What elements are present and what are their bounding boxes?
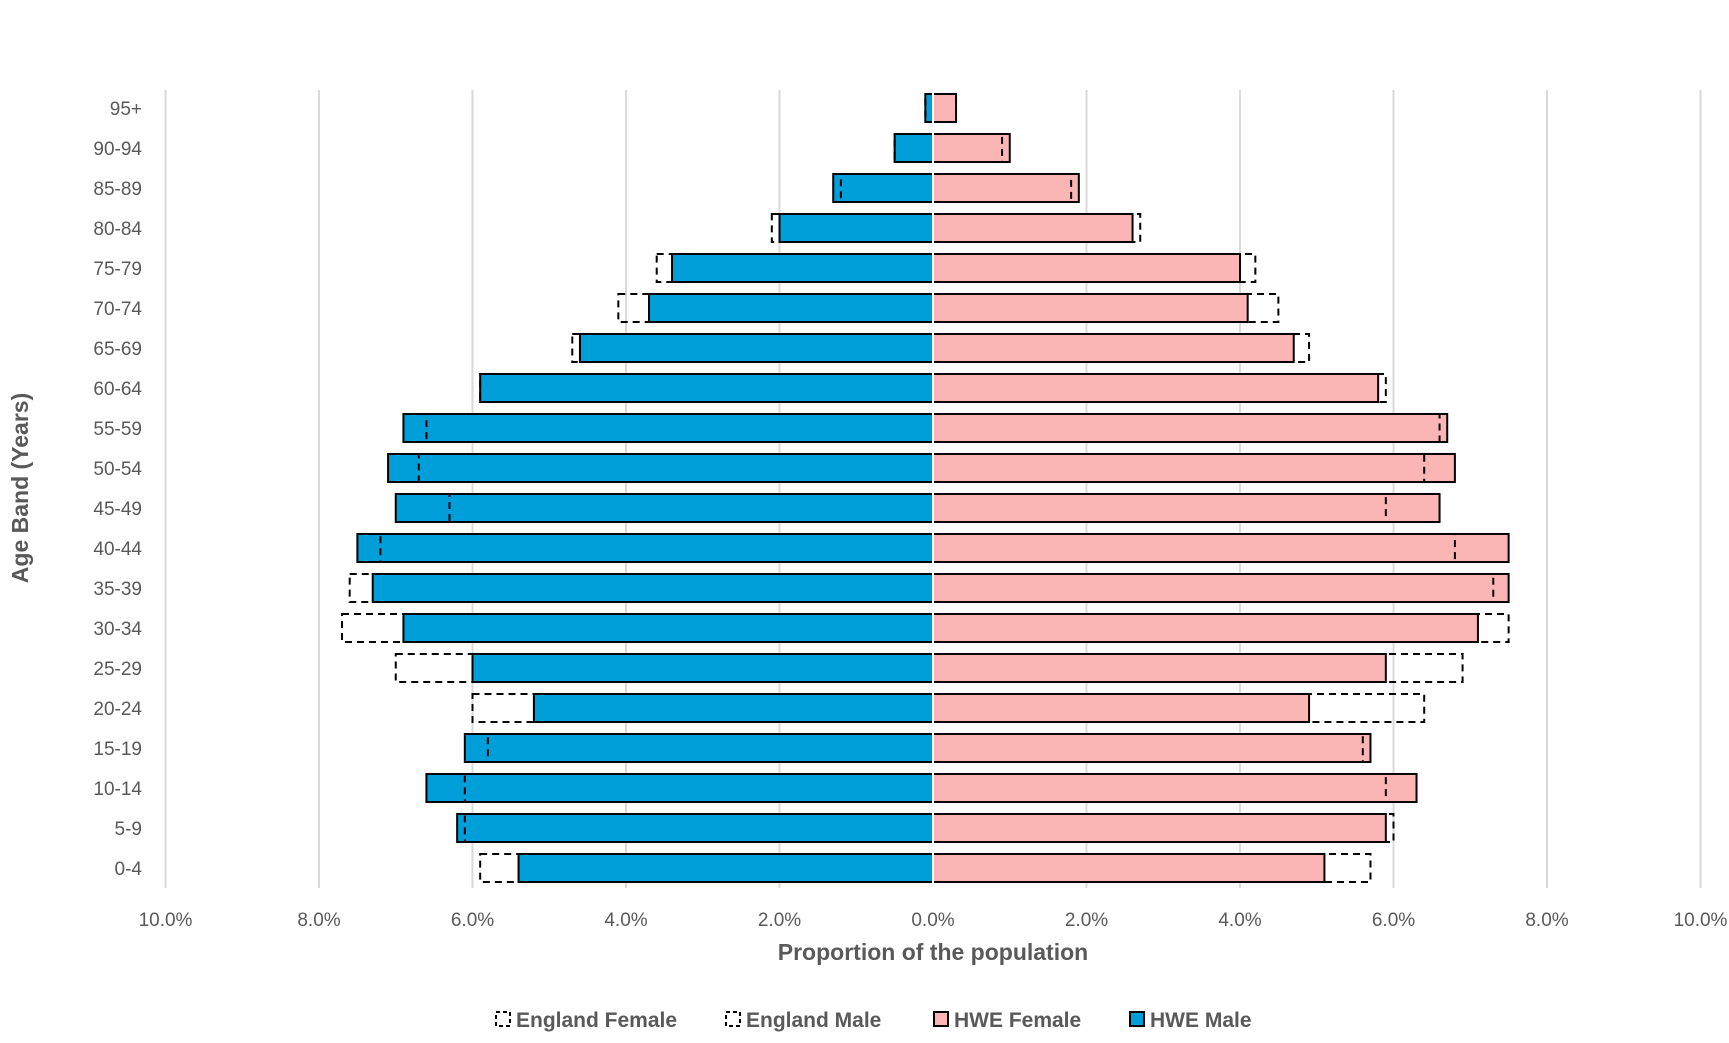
bar-england-female <box>932 413 1441 443</box>
x-tick-label: 8.0% <box>1525 910 1568 931</box>
y-tick-label: 90-94 <box>93 139 142 160</box>
x-tick-label: 0.0% <box>911 910 954 931</box>
legend-item: HWE Female <box>933 1009 1081 1032</box>
bar-hwe-female <box>932 653 1387 683</box>
y-tick-label: 45-49 <box>93 499 142 520</box>
bar-england-female <box>932 573 1495 603</box>
y-tick-label: 15-19 <box>93 739 142 760</box>
y-tick-label: 75-79 <box>93 259 142 280</box>
y-axis-title: Age Band (Years) <box>7 393 33 583</box>
x-tick-label: 2.0% <box>1065 910 1108 931</box>
y-tick-label: 70-74 <box>93 299 142 320</box>
bar-hwe-female <box>932 853 1326 883</box>
y-tick-label: 35-39 <box>93 579 142 600</box>
legend-swatch <box>725 1011 741 1027</box>
bar-hwe-male <box>479 373 934 403</box>
bar-hwe-male <box>463 733 934 763</box>
legend-item: England Male <box>725 1009 881 1032</box>
legend-item: HWE Male <box>1129 1009 1252 1032</box>
bar-hwe-female <box>932 613 1479 643</box>
bar-hwe-female <box>932 453 1456 483</box>
bar-hwe-female <box>932 133 1011 163</box>
bar-hwe-female <box>932 813 1387 843</box>
bars <box>341 90 1510 888</box>
bar-england-male <box>348 573 934 603</box>
legend-swatch <box>933 1011 949 1027</box>
bar-hwe-female <box>932 293 1249 323</box>
y-axis-tick-labels: 0-4 5-9 10-14 15-19 20-24 25-29 30-34 35-39 40-4… <box>93 99 142 880</box>
bar-hwe-female <box>932 373 1380 403</box>
bar-hwe-male <box>893 133 934 163</box>
bar-hwe-female <box>932 213 1134 243</box>
bar-england-female <box>932 653 1464 683</box>
bar-hwe-female <box>932 733 1372 763</box>
x-tick-label: 4.0% <box>1218 910 1261 931</box>
bar-hwe-male <box>471 653 934 683</box>
y-tick-label: 25-29 <box>93 659 142 680</box>
bar-hwe-male <box>671 253 934 283</box>
legend-item: England Female <box>495 1009 677 1032</box>
legend-label: HWE Female <box>954 1009 1081 1032</box>
y-tick-label: 80-84 <box>93 219 142 240</box>
bar-hwe-male <box>356 533 934 563</box>
bar-hwe-male <box>778 213 934 243</box>
bar-hwe-female <box>932 413 1449 443</box>
bar-hwe-female <box>932 493 1441 523</box>
bar-hwe-male <box>832 173 934 203</box>
y-tick-label: 30-34 <box>93 619 142 640</box>
bar-hwe-female <box>932 173 1080 203</box>
bar-england-male <box>924 93 935 123</box>
x-tick-label: 2.0% <box>758 910 801 931</box>
bar-hwe-male <box>402 413 934 443</box>
bar-hwe-female <box>932 93 958 123</box>
x-axis-tick-labels: 10.0% 8.0% 6.0% 4.0% 2.0% 0.0% 2.0% 4.0% 6.0% 8.0… <box>139 910 1728 931</box>
bar-hwe-female <box>932 773 1418 803</box>
x-tick-label: 8.0% <box>297 910 340 931</box>
bar-hwe-male <box>456 813 934 843</box>
y-tick-label: 50-54 <box>93 459 142 480</box>
y-tick-label: 5-9 <box>115 819 142 840</box>
bar-england-male <box>770 213 935 243</box>
y-tick-label: 0-4 <box>115 859 143 880</box>
x-axis-title: Proportion of the population <box>778 939 1088 965</box>
y-tick-label: 10-14 <box>93 779 142 800</box>
legend-label: HWE Male <box>1150 1009 1252 1032</box>
bar-hwe-male <box>578 333 934 363</box>
y-tick-label: 85-89 <box>93 179 142 200</box>
bar-hwe-male <box>532 693 935 723</box>
bar-hwe-male <box>387 453 934 483</box>
legend-swatch <box>1129 1011 1145 1027</box>
bar-england-male <box>394 653 934 683</box>
legend-label: England Female <box>516 1009 677 1032</box>
bar-hwe-male <box>394 493 934 523</box>
x-tick-label: 6.0% <box>451 910 494 931</box>
legend-swatch <box>495 1011 511 1027</box>
legend-label: England Male <box>746 1009 881 1032</box>
x-tick-label: 6.0% <box>1372 910 1415 931</box>
bar-hwe-male <box>648 293 935 323</box>
y-tick-label: 20-24 <box>93 699 142 720</box>
x-tick-label: 10.0% <box>139 910 193 931</box>
bar-hwe-female <box>932 333 1295 363</box>
x-tick-label: 4.0% <box>604 910 647 931</box>
bar-hwe-male <box>924 93 935 123</box>
bar-hwe-male <box>425 773 934 803</box>
bar-hwe-female <box>932 693 1311 723</box>
x-tick-label: 10.0% <box>1674 910 1728 931</box>
legend: England Female England Male HWE Female HWE … <box>495 1009 1252 1032</box>
bar-hwe-male <box>402 613 934 643</box>
bar-hwe-female <box>932 573 1510 603</box>
bar-hwe-male <box>517 853 934 883</box>
bar-hwe-female <box>932 533 1510 563</box>
y-tick-label: 95+ <box>110 99 142 120</box>
bar-hwe-male <box>371 573 935 603</box>
y-tick-label: 65-69 <box>93 339 142 360</box>
y-tick-label: 60-64 <box>93 379 142 400</box>
y-tick-label: 40-44 <box>93 539 142 560</box>
bar-hwe-female <box>932 253 1241 283</box>
y-tick-label: 55-59 <box>93 419 142 440</box>
